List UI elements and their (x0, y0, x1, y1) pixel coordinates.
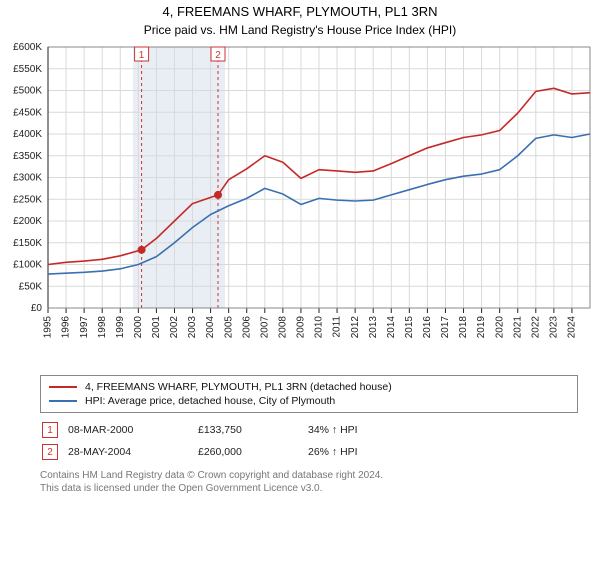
svg-text:£300K: £300K (13, 173, 42, 184)
legend: 4, FREEMANS WHARF, PLYMOUTH, PL1 3RN (de… (40, 375, 578, 413)
legend-label: HPI: Average price, detached house, City… (85, 395, 335, 407)
svg-text:£100K: £100K (13, 260, 42, 271)
svg-text:2022: 2022 (530, 316, 541, 339)
svg-text:1999: 1999 (115, 316, 126, 339)
svg-text:£400K: £400K (13, 129, 42, 140)
svg-text:£50K: £50K (19, 281, 43, 292)
svg-text:2019: 2019 (476, 316, 487, 339)
svg-text:2013: 2013 (368, 316, 379, 339)
svg-text:2015: 2015 (404, 316, 415, 339)
legend-row: HPI: Average price, detached house, City… (49, 394, 569, 408)
svg-text:2011: 2011 (332, 316, 343, 338)
svg-text:£250K: £250K (13, 194, 42, 205)
page-title: 4, FREEMANS WHARF, PLYMOUTH, PL1 3RN (0, 4, 600, 19)
svg-text:1998: 1998 (97, 316, 108, 339)
marker-badge: 2 (42, 444, 58, 460)
marker-delta: 26% ↑ HPI (308, 446, 428, 458)
legend-swatch (49, 400, 77, 402)
svg-text:2016: 2016 (422, 316, 433, 339)
svg-text:£500K: £500K (13, 86, 42, 97)
svg-text:2001: 2001 (151, 316, 162, 339)
svg-text:2012: 2012 (350, 316, 361, 339)
marker-date: 28-MAY-2004 (68, 446, 198, 458)
price-chart: £0 £50K £100K £150K £200K £250K £300K £350K £400… (0, 39, 600, 369)
legend-row: 4, FREEMANS WHARF, PLYMOUTH, PL1 3RN (de… (49, 380, 569, 394)
footer-line: This data is licensed under the Open Gov… (40, 482, 578, 495)
svg-text:£450K: £450K (13, 107, 42, 118)
footer: Contains HM Land Registry data © Crown c… (40, 469, 578, 495)
marker-price: £133,750 (198, 424, 308, 436)
marker-price: £260,000 (198, 446, 308, 458)
svg-text:2: 2 (215, 50, 221, 61)
svg-text:2007: 2007 (259, 316, 270, 339)
svg-text:2005: 2005 (223, 316, 234, 339)
marker-table: 1 08-MAR-2000£133,75034% ↑ HPI 2 28-MAY-200… (40, 419, 578, 463)
svg-text:2004: 2004 (205, 316, 216, 339)
svg-text:1995: 1995 (43, 316, 54, 339)
svg-text:2020: 2020 (494, 316, 505, 339)
marker-delta: 34% ↑ HPI (308, 424, 428, 436)
footer-line: Contains HM Land Registry data © Crown c… (40, 469, 578, 482)
svg-text:2009: 2009 (296, 316, 307, 339)
svg-text:2010: 2010 (314, 316, 325, 339)
svg-text:2024: 2024 (567, 316, 578, 339)
svg-text:£550K: £550K (13, 64, 42, 75)
svg-text:2014: 2014 (386, 316, 397, 339)
svg-text:2000: 2000 (133, 316, 144, 339)
svg-text:1996: 1996 (61, 316, 72, 339)
svg-text:1: 1 (139, 50, 145, 61)
svg-text:2023: 2023 (549, 316, 560, 339)
svg-text:2008: 2008 (278, 316, 289, 339)
marker-badge: 1 (42, 422, 58, 438)
svg-text:£200K: £200K (13, 216, 42, 227)
svg-text:£150K: £150K (13, 238, 42, 249)
svg-text:£350K: £350K (13, 151, 42, 162)
svg-text:£600K: £600K (13, 42, 42, 53)
svg-text:1997: 1997 (79, 316, 90, 339)
marker-date: 08-MAR-2000 (68, 424, 198, 436)
svg-text:2021: 2021 (512, 316, 523, 339)
svg-text:2002: 2002 (169, 316, 180, 339)
svg-text:£0: £0 (31, 303, 43, 314)
svg-text:2006: 2006 (241, 316, 252, 339)
marker-row: 2 28-MAY-2004£260,00026% ↑ HPI (40, 441, 578, 463)
legend-swatch (49, 386, 77, 388)
svg-text:2003: 2003 (187, 316, 198, 339)
page-subtitle: Price paid vs. HM Land Registry's House … (0, 23, 600, 37)
svg-text:2018: 2018 (458, 316, 469, 339)
legend-label: 4, FREEMANS WHARF, PLYMOUTH, PL1 3RN (de… (85, 381, 392, 393)
svg-text:2017: 2017 (440, 316, 451, 339)
marker-row: 1 08-MAR-2000£133,75034% ↑ HPI (40, 419, 578, 441)
